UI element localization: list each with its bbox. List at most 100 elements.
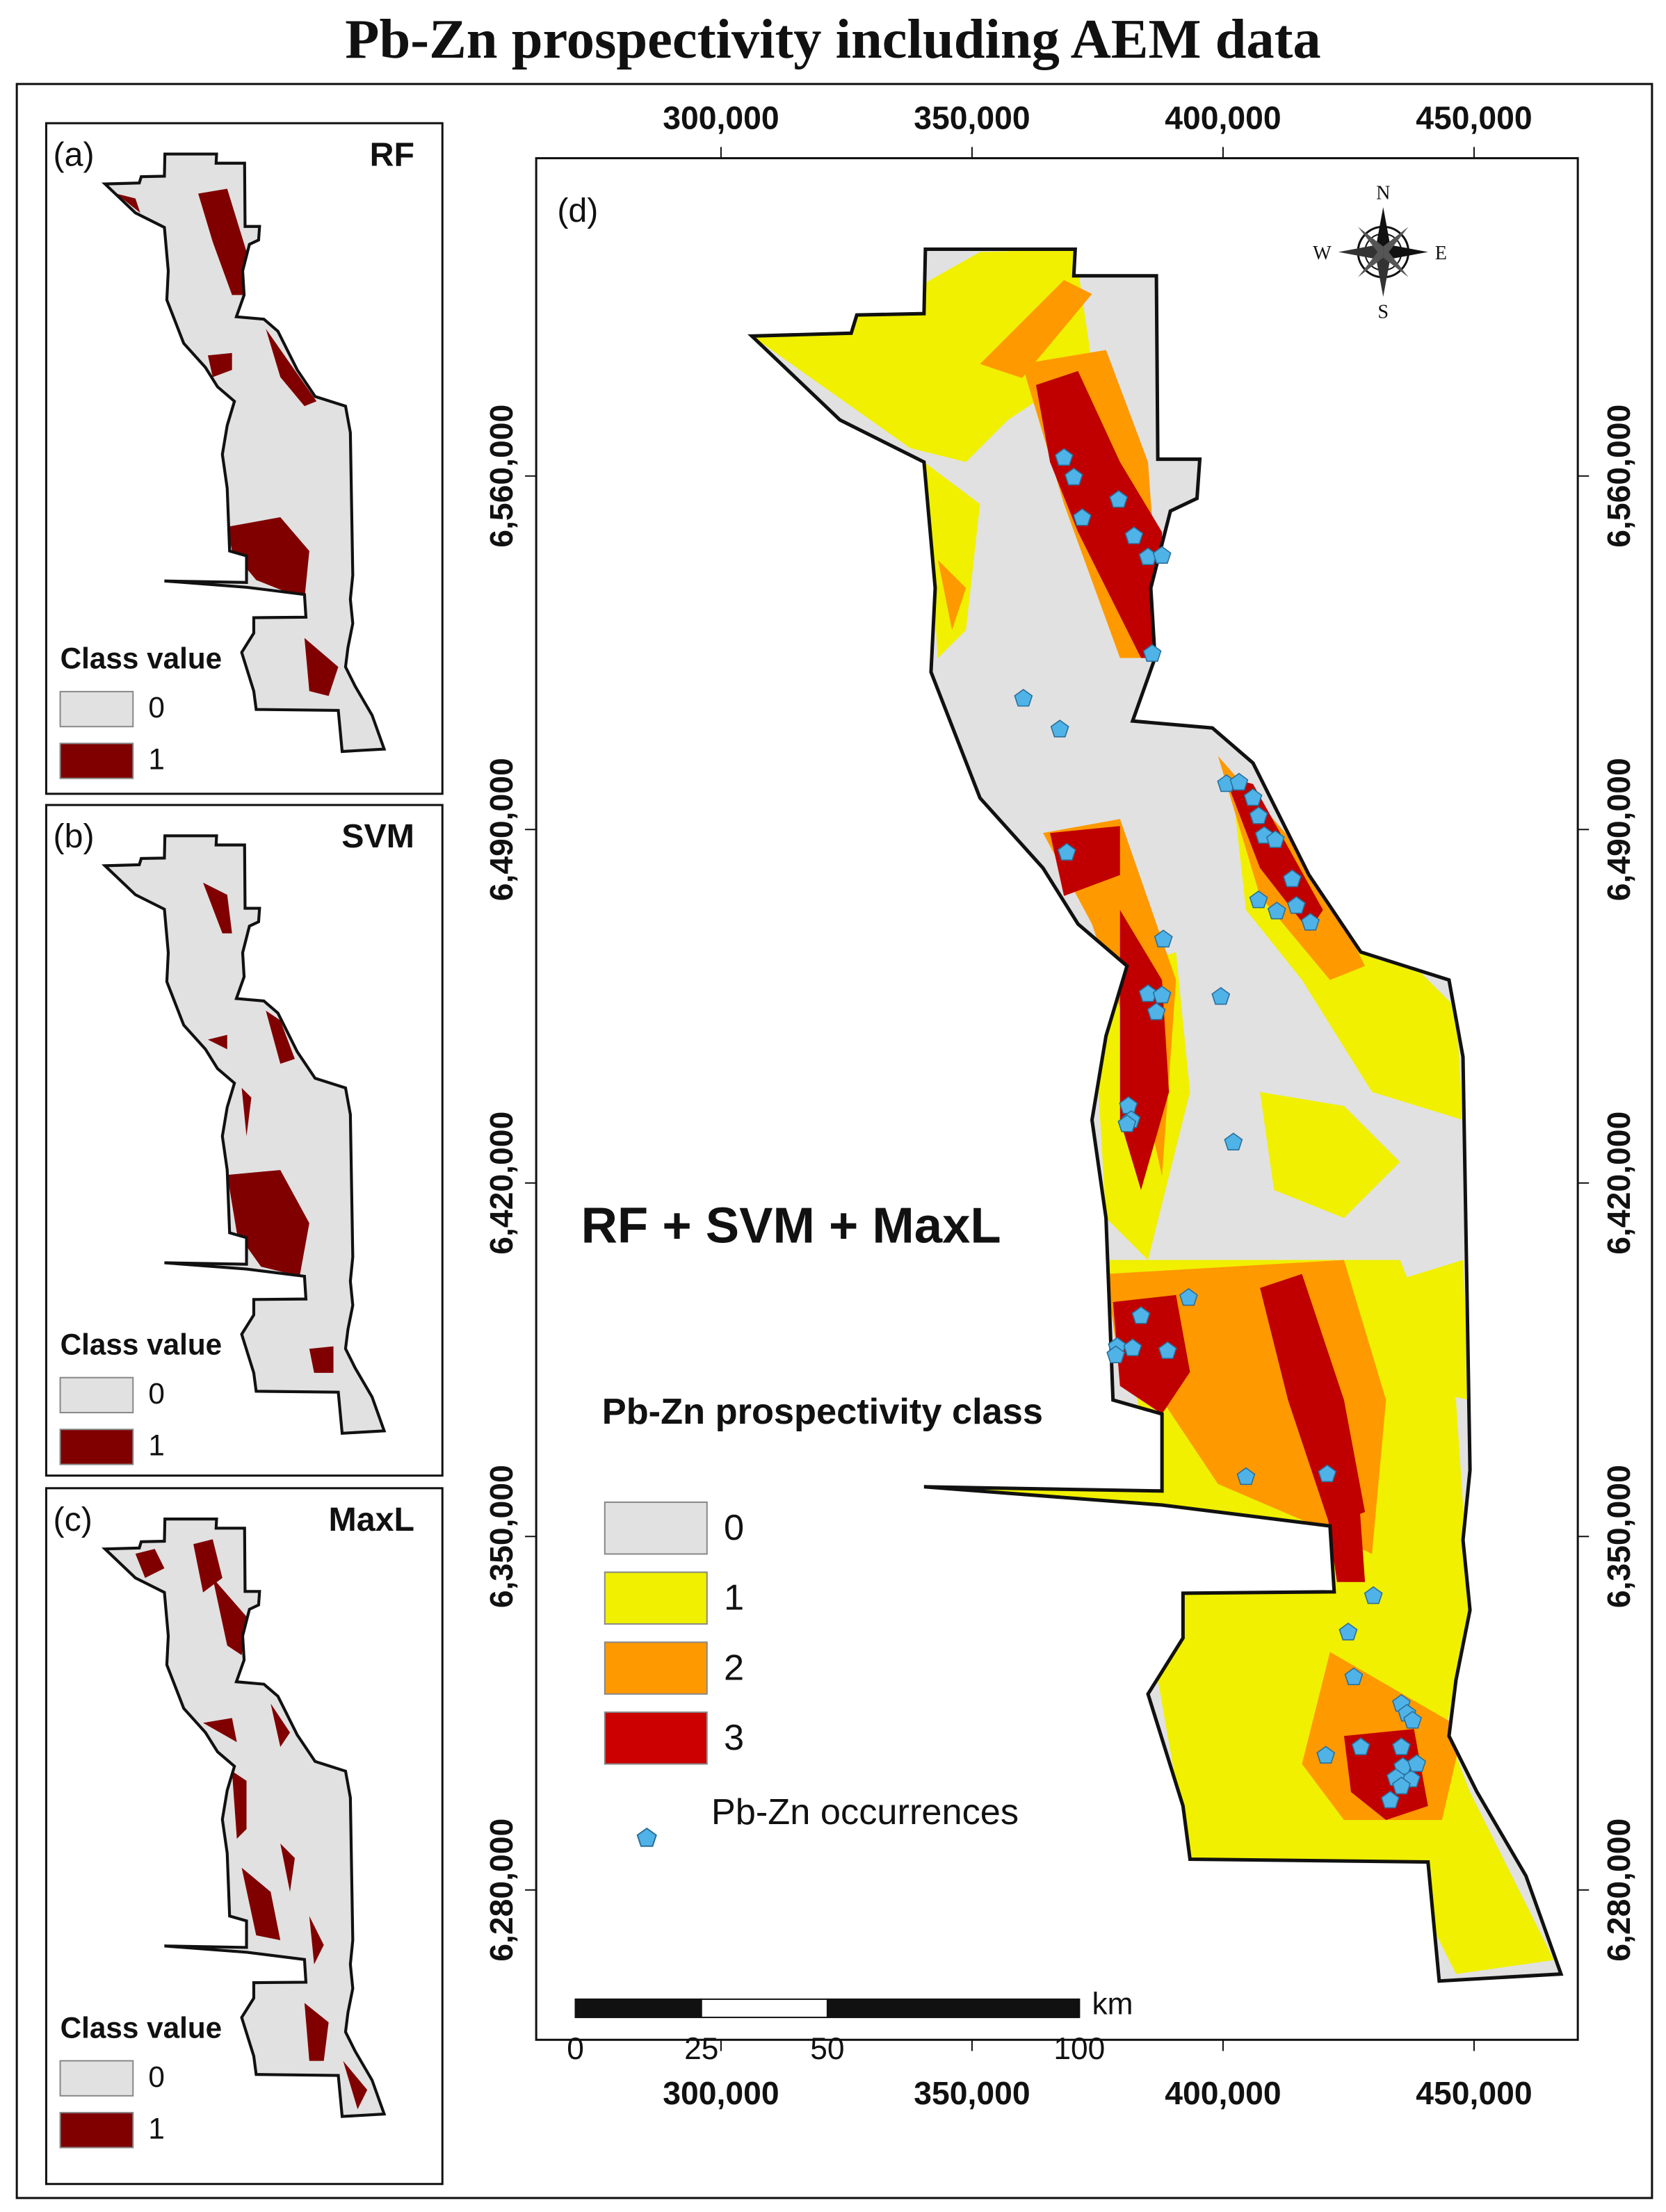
occurrence bbox=[1124, 526, 1144, 544]
class-1-area bbox=[343, 2060, 368, 2110]
compass-rose bbox=[1338, 207, 1428, 297]
occurrence bbox=[1054, 448, 1074, 466]
legend-occurrences-box: Pb-Zn occurrences bbox=[711, 1790, 1019, 1833]
scale-label: 25 bbox=[684, 2032, 718, 2066]
class-1-area bbox=[309, 1346, 334, 1373]
class-1-area bbox=[232, 1771, 247, 1839]
legend-swatch bbox=[604, 1711, 708, 1765]
occurrence bbox=[1179, 1287, 1198, 1306]
occurrence bbox=[1351, 1737, 1370, 1755]
legend-swatch bbox=[59, 2060, 134, 2097]
occurrence bbox=[1265, 830, 1285, 848]
legend-occurrence-symbol bbox=[636, 1827, 657, 1847]
class-1-area bbox=[212, 1577, 247, 1656]
occurrence bbox=[1392, 1737, 1411, 1755]
legend-label: 0 bbox=[148, 2060, 165, 2093]
class-1-area bbox=[266, 1010, 296, 1064]
legend-label: 1 bbox=[148, 1429, 165, 1462]
occurrence bbox=[1211, 986, 1231, 1005]
legend-title: Pb-Zn prospectivity class bbox=[601, 1390, 1043, 1433]
occurrence bbox=[1123, 1338, 1142, 1356]
legend-label: 3 bbox=[724, 1718, 744, 1758]
x-tick-label: 350,000 bbox=[914, 99, 1030, 136]
y-tick-label: 6,490,000 bbox=[483, 758, 519, 901]
legend-swatch bbox=[59, 1376, 134, 1414]
occurrence bbox=[1403, 1711, 1422, 1729]
occurrence bbox=[1147, 1002, 1166, 1020]
occurrence bbox=[1057, 843, 1076, 861]
occurrence bbox=[1131, 1306, 1151, 1324]
scale-label: 0 bbox=[567, 2032, 584, 2066]
legend-title-box: Pb-Zn prospectivity class bbox=[601, 1390, 1043, 1433]
occurrence bbox=[1014, 688, 1033, 707]
occurrence bbox=[1236, 1467, 1256, 1486]
legend-title: Class value bbox=[60, 1328, 223, 1361]
legend-swatch bbox=[59, 2112, 134, 2149]
compass-letter: E bbox=[1435, 243, 1447, 264]
occurrence bbox=[1064, 467, 1083, 486]
scale-label: 100 bbox=[1053, 2032, 1105, 2066]
class-1-area bbox=[207, 1034, 227, 1050]
class-1-area bbox=[304, 637, 339, 697]
legend-label: 1 bbox=[724, 1578, 744, 1618]
occurrence bbox=[1154, 929, 1173, 948]
occurrence bbox=[1072, 508, 1092, 526]
occurrence bbox=[1224, 1132, 1243, 1150]
panel-label: (a) bbox=[54, 136, 95, 173]
legend-label: 1 bbox=[148, 743, 165, 776]
occurrence bbox=[1142, 644, 1162, 662]
x-tick-label: 350,000 bbox=[914, 2075, 1030, 2111]
occurrence bbox=[1243, 788, 1263, 806]
y-tick-label: 6,420,000 bbox=[1601, 1112, 1637, 1255]
occurrence bbox=[1344, 1667, 1364, 1686]
occurrence-points bbox=[1014, 448, 1427, 1809]
class-1-area bbox=[309, 1916, 324, 1965]
x-tick-label: 300,000 bbox=[663, 2075, 779, 2111]
compass-letter: N bbox=[1376, 182, 1390, 204]
class-1-area bbox=[198, 188, 247, 295]
scale-label: 50 bbox=[810, 2032, 844, 2066]
class-1-area bbox=[241, 1867, 281, 1940]
class-1-area bbox=[241, 1088, 252, 1137]
occurrence bbox=[1339, 1623, 1358, 1641]
compass-letter: W bbox=[1313, 243, 1332, 264]
legend-swatch bbox=[604, 1501, 708, 1555]
legend-swatch bbox=[59, 690, 134, 728]
legend-label: 0 bbox=[724, 1508, 744, 1548]
panel-label: (c) bbox=[54, 1501, 92, 1538]
legend-occurrences: Pb-Zn occurrences bbox=[711, 1790, 1019, 1833]
class-1-area bbox=[227, 517, 309, 600]
occurrence bbox=[1158, 1341, 1177, 1359]
legend-label: 1 bbox=[148, 2112, 165, 2145]
legend-swatch bbox=[59, 1429, 134, 1465]
occurrence bbox=[1152, 546, 1172, 564]
overlay-text: RF + SVM + MaxL bbox=[581, 1197, 1001, 1253]
panel-label: (b) bbox=[54, 818, 95, 855]
class-1-area bbox=[270, 1703, 291, 1748]
legend-swatch bbox=[604, 1571, 708, 1625]
occurrence bbox=[1287, 895, 1306, 914]
x-tick-label: 450,000 bbox=[1416, 99, 1532, 136]
occurrence bbox=[1106, 1345, 1126, 1363]
occurrence bbox=[1249, 890, 1268, 909]
class-1-area bbox=[266, 329, 317, 407]
panel-method: RF bbox=[370, 136, 414, 173]
y-tick-label: 6,560,000 bbox=[1601, 405, 1637, 548]
scale-bar bbox=[574, 1998, 1081, 2019]
x-tick-label: 400,000 bbox=[1165, 99, 1281, 136]
y-tick-label: 6,280,000 bbox=[1601, 1819, 1637, 1962]
class-1-area bbox=[135, 1549, 165, 1578]
occurrence bbox=[1109, 489, 1129, 508]
class-1-area bbox=[207, 352, 232, 377]
x-tick-label: 300,000 bbox=[663, 99, 779, 136]
occurrence bbox=[1301, 913, 1320, 931]
y-tick-label: 6,350,000 bbox=[1601, 1465, 1637, 1608]
legend-swatch bbox=[59, 742, 134, 779]
class-1-area bbox=[203, 882, 232, 934]
occurrence bbox=[1392, 1776, 1411, 1795]
occurrence bbox=[1138, 984, 1158, 1002]
occurrence bbox=[1152, 985, 1172, 1004]
panel-method: MaxL bbox=[328, 1501, 414, 1538]
occurrence bbox=[1407, 1754, 1427, 1773]
